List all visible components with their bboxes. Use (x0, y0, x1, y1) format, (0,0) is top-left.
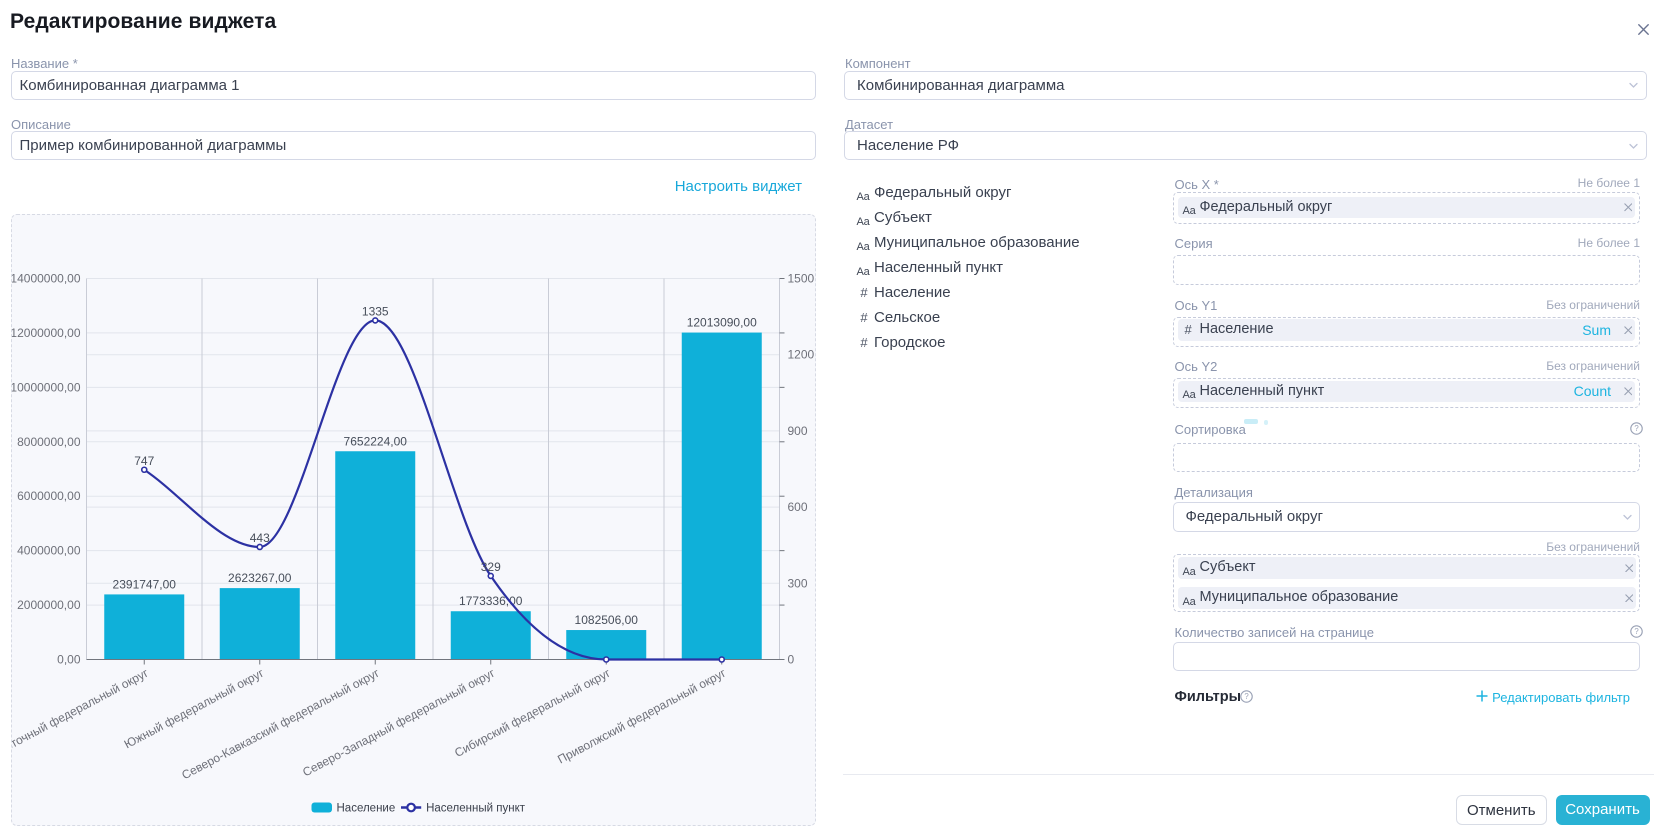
svg-text:900: 900 (787, 423, 807, 437)
svg-text:1200: 1200 (787, 347, 814, 361)
svg-text:747: 747 (134, 453, 154, 467)
svg-text:?: ? (1244, 692, 1249, 701)
svg-text:7652224,00: 7652224,00 (343, 434, 407, 448)
svg-text:2000000,00: 2000000,00 (17, 598, 81, 612)
svg-text:Северо-Западный федеральный ок: Северо-Западный федеральный округ (300, 665, 498, 779)
svg-text:329: 329 (480, 559, 500, 573)
svg-text:?: ? (1634, 627, 1639, 636)
svg-text:14000000,00: 14000000,00 (12, 271, 81, 285)
svg-text:1500: 1500 (787, 271, 814, 285)
svg-text:600: 600 (787, 500, 807, 514)
svg-text:1335: 1335 (361, 304, 388, 318)
svg-text:?: ? (1634, 424, 1639, 433)
svg-text:Население: Население (336, 802, 395, 814)
svg-text:2623267,00: 2623267,00 (228, 571, 292, 585)
svg-text:0,00: 0,00 (57, 652, 81, 666)
svg-text:6000000,00: 6000000,00 (17, 489, 81, 503)
svg-text:8000000,00: 8000000,00 (17, 434, 81, 448)
svg-text:12000000,00: 12000000,00 (12, 325, 81, 339)
svg-text:12013090,00: 12013090,00 (686, 315, 756, 329)
svg-text:Населенный пункт: Населенный пункт (426, 802, 526, 814)
svg-text:1082506,00: 1082506,00 (574, 613, 638, 627)
svg-text:Северо-Кавказский федеральный: Северо-Кавказский федеральный округ (179, 665, 382, 782)
svg-text:Дальневосточный федеральный ок: Дальневосточный федеральный округ (12, 665, 151, 778)
svg-text:4000000,00: 4000000,00 (17, 543, 81, 557)
svg-text:10000000,00: 10000000,00 (12, 380, 81, 394)
svg-text:2391747,00: 2391747,00 (112, 577, 176, 591)
svg-text:300: 300 (787, 576, 807, 590)
svg-text:0: 0 (787, 652, 794, 666)
svg-text:443: 443 (249, 530, 269, 544)
